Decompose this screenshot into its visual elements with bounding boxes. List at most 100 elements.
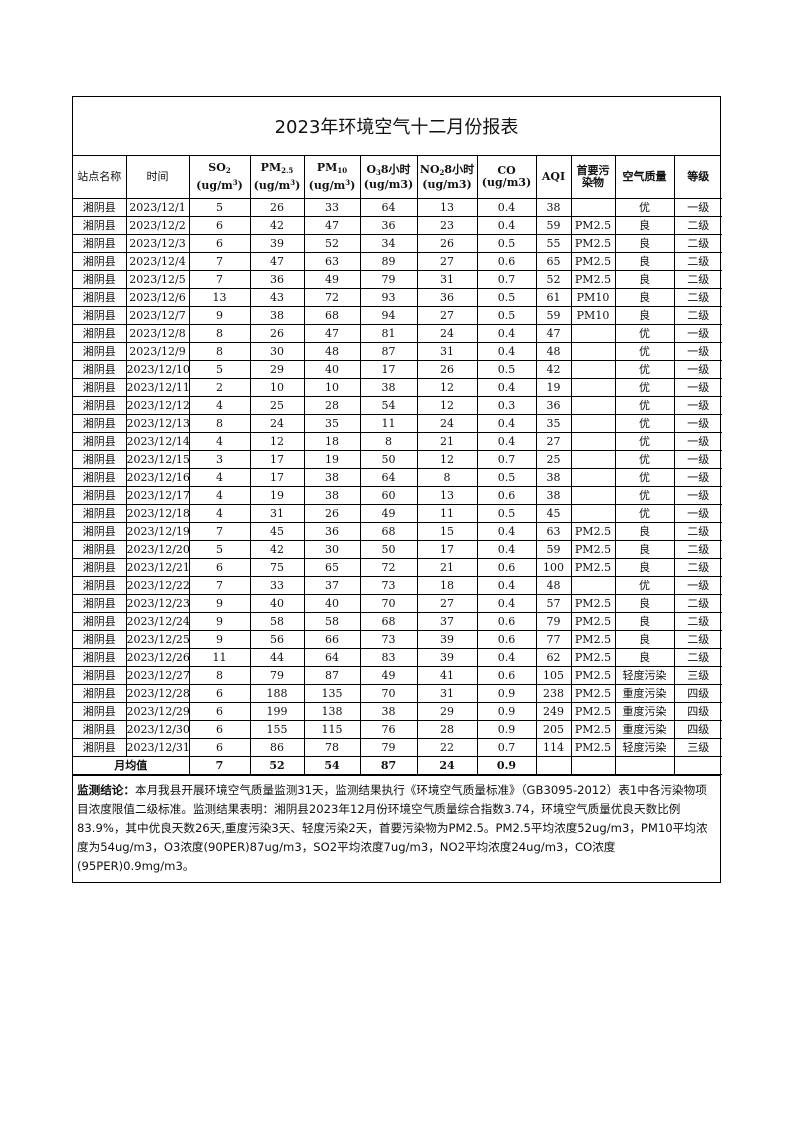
cell-no2: 23: [416, 216, 478, 235]
cell-level: 二级: [673, 612, 722, 631]
cell-station: 湘阴县: [73, 684, 127, 703]
cell-o3: 73: [359, 630, 418, 649]
cell-level: 一级: [673, 198, 722, 217]
cell-pm10: 135: [303, 684, 361, 703]
cell-no2: 39: [416, 630, 478, 649]
cell-pm25: 10: [249, 378, 305, 397]
cell-station: 湘阴县: [73, 738, 127, 757]
average-row: 月均值 7 52 54 87 24 0.9: [73, 756, 722, 775]
cell-level: 二级: [673, 216, 722, 235]
cell-level: 一级: [673, 504, 722, 523]
cell-station: 湘阴县: [73, 702, 127, 721]
cell-co: 0.5: [476, 504, 537, 523]
cell-co: 0.4: [476, 324, 537, 343]
table-row: 湘阴县 2023/12/1 5 26 33 64 13 0.4 38 优一级: [73, 198, 722, 217]
cell-no2: 41: [416, 666, 478, 685]
cell-station: 湘阴县: [73, 594, 127, 613]
cell-level: 二级: [673, 594, 722, 613]
cell-o3: 64: [359, 198, 418, 217]
cell-pm25: 26: [249, 324, 305, 343]
table-row: 湘阴县 2023/12/4 7 47 63 89 27 0.6 65 PM2.5 良二级: [73, 252, 722, 271]
cell-pm25: 33: [249, 576, 305, 595]
cell-co: 0.9: [476, 684, 537, 703]
table-row: 湘阴县 2023/12/25 9 56 66 73 39 0.6 77 PM2.5 良二级: [73, 630, 722, 649]
cell-date: 2023/12/12: [125, 396, 190, 415]
cell-level: 二级: [673, 558, 722, 577]
cell-station: 湘阴县: [73, 576, 127, 595]
cell-aqi: 79: [535, 612, 572, 631]
cell-date: 2023/12/24: [125, 612, 190, 631]
cell-date: 2023/12/27: [125, 666, 190, 685]
cell-no2: 21: [416, 432, 478, 451]
table-row: 湘阴县 2023/12/13 8 24 35 11 24 0.4 35 优一级: [73, 414, 722, 433]
cell-co: 0.3: [476, 396, 537, 415]
cell-aqi: 38: [535, 468, 572, 487]
cell-station: 湘阴县: [73, 432, 127, 451]
cell-station: 湘阴县: [73, 648, 127, 667]
cell-pm10: 87: [303, 666, 361, 685]
cell-o3: 83: [359, 648, 418, 667]
cell-so2: 2: [188, 378, 251, 397]
cell-no2: 27: [416, 252, 478, 271]
cell-air-quality: 良: [614, 558, 675, 577]
cell-so2: 4: [188, 396, 251, 415]
cell-no2: 8: [416, 468, 478, 487]
cell-pm25: 44: [249, 648, 305, 667]
cell-station: 湘阴县: [73, 468, 127, 487]
cell-pm10: 63: [303, 252, 361, 271]
cell-no2: 24: [416, 414, 478, 433]
cell-date: 2023/12/9: [125, 342, 190, 361]
cell-co: 0.4: [476, 414, 537, 433]
header-so2: SO2 (ug/m3): [188, 156, 251, 199]
cell-pm10: 52: [303, 234, 361, 253]
cell-pm25: 42: [249, 540, 305, 559]
cell-level: 一级: [673, 378, 722, 397]
cell-primary-pollutant: PM2.5: [570, 630, 616, 649]
cell-pm10: 28: [303, 396, 361, 415]
cell-no2: 31: [416, 270, 478, 289]
cell-primary-pollutant: [570, 342, 616, 361]
cell-so2: 3: [188, 450, 251, 469]
cell-primary-pollutant: [570, 324, 616, 343]
cell-pm25: 12: [249, 432, 305, 451]
conclusion: 监测结论：本月我县开展环境空气质量监测31天，监测结果执行《环境空气质量标准》（…: [73, 775, 720, 882]
cell-pm25: 17: [249, 450, 305, 469]
cell-primary-pollutant: [570, 468, 616, 487]
cell-no2: 26: [416, 234, 478, 253]
cell-primary-pollutant: PM2.5: [570, 234, 616, 253]
cell-date: 2023/12/15: [125, 450, 190, 469]
cell-primary-pollutant: [570, 486, 616, 505]
cell-air-quality: 良: [614, 234, 675, 253]
cell-level: 三级: [673, 738, 722, 757]
cell-pm10: 40: [303, 360, 361, 379]
cell-no2: 21: [416, 558, 478, 577]
cell-co: 0.9: [476, 720, 537, 739]
cell-co: 0.5: [476, 288, 537, 307]
table-row: 湘阴县 2023/12/6 13 43 72 93 36 0.5 61 PM10 良二级: [73, 288, 722, 307]
cell-co: 0.4: [476, 576, 537, 595]
table-row: 湘阴县 2023/12/29 6 199 138 38 29 0.9 249 PM2.5 重度污染四…: [73, 702, 722, 721]
cell-air-quality: 重度污染: [614, 684, 675, 703]
cell-o3: 70: [359, 684, 418, 703]
average-co: 0.9: [476, 756, 537, 775]
cell-date: 2023/12/11: [125, 378, 190, 397]
conclusion-text: 本月我县开展环境空气质量监测31天，监测结果执行《环境空气质量标准》（GB309…: [77, 783, 708, 873]
table-row: 湘阴县 2023/12/5 7 36 49 79 31 0.7 52 PM2.5 良二级: [73, 270, 722, 289]
cell-primary-pollutant: PM2.5: [570, 522, 616, 541]
cell-so2: 6: [188, 558, 251, 577]
cell-station: 湘阴县: [73, 396, 127, 415]
cell-aqi: 63: [535, 522, 572, 541]
cell-primary-pollutant: PM2.5: [570, 702, 616, 721]
cell-so2: 6: [188, 720, 251, 739]
table-body: 湘阴县 2023/12/1 5 26 33 64 13 0.4 38 优一级 湘阴县 2023/12/…: [73, 198, 722, 775]
cell-no2: 37: [416, 612, 478, 631]
cell-o3: 70: [359, 594, 418, 613]
cell-pm10: 18: [303, 432, 361, 451]
cell-date: 2023/12/6: [125, 288, 190, 307]
cell-station: 湘阴县: [73, 558, 127, 577]
cell-date: 2023/12/30: [125, 720, 190, 739]
cell-so2: 9: [188, 612, 251, 631]
table-row: 湘阴县 2023/12/3 6 39 52 34 26 0.5 55 PM2.5 良二级: [73, 234, 722, 253]
cell-so2: 7: [188, 522, 251, 541]
average-so2: 7: [188, 756, 251, 775]
